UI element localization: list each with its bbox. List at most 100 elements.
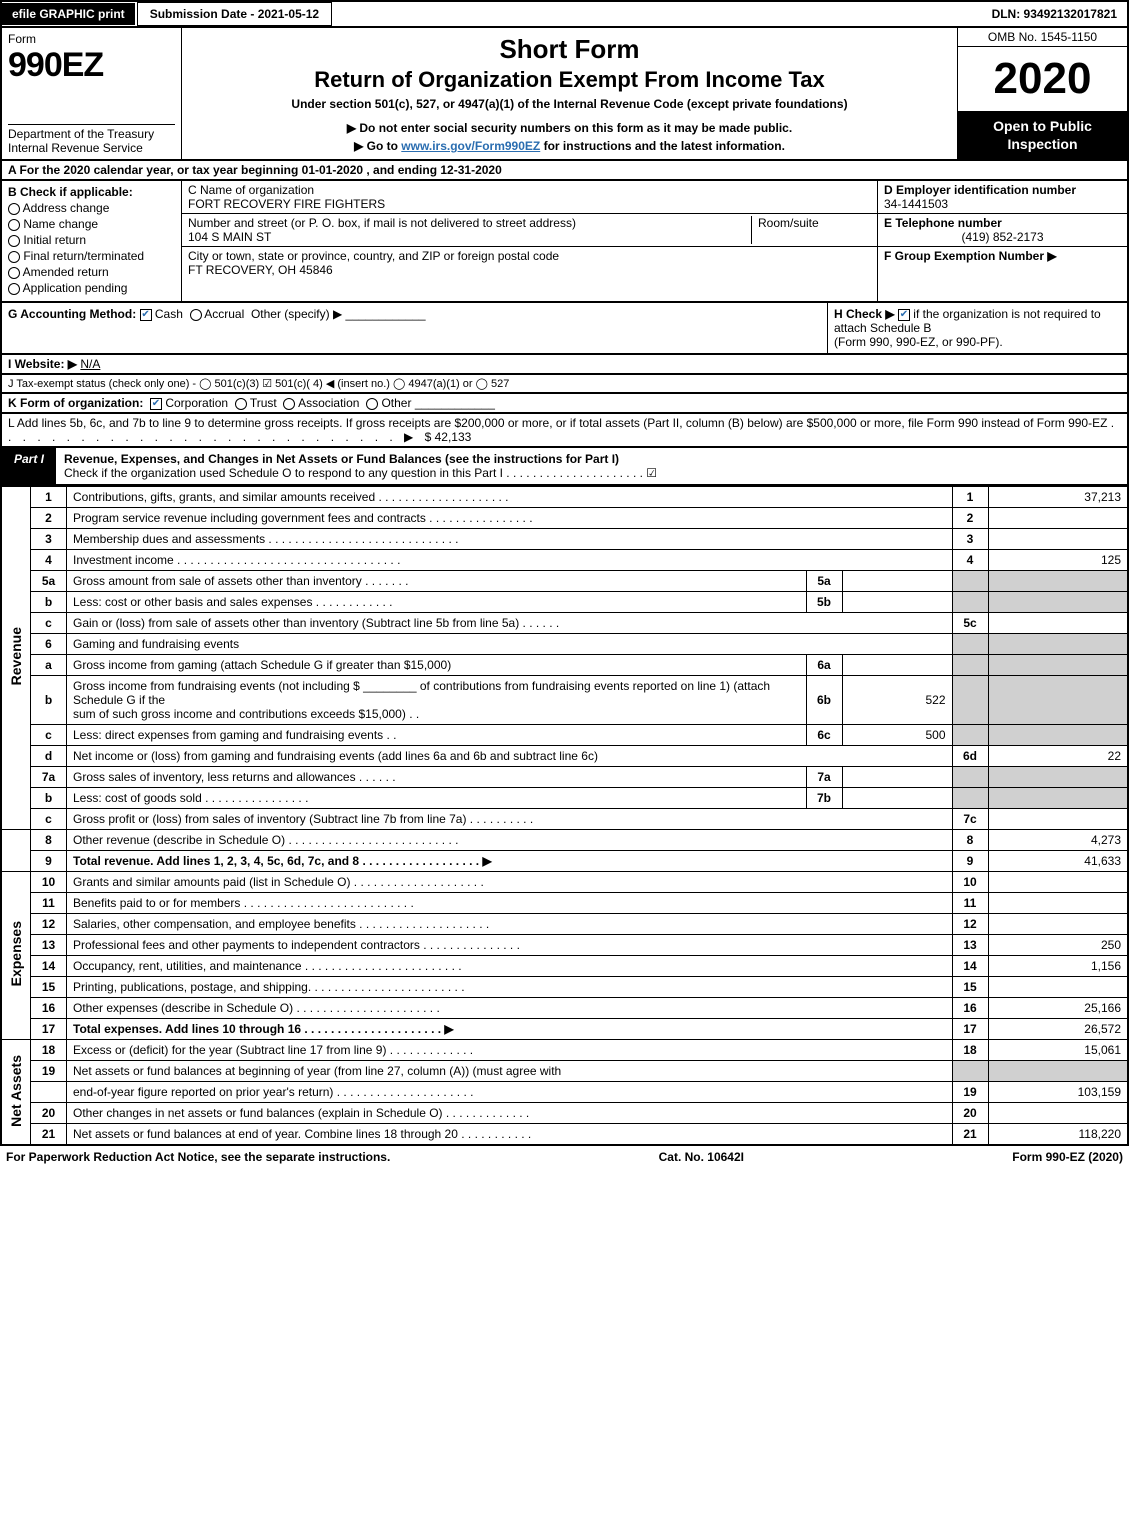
r6b-shade2 — [988, 676, 1128, 725]
e-phone-row: E Telephone number (419) 852-2173 — [878, 214, 1127, 247]
title-return: Return of Organization Exempt From Incom… — [192, 67, 947, 93]
row-15: 15 Printing, publications, postage, and … — [1, 977, 1128, 998]
cb-initial-return[interactable]: Initial return — [8, 233, 175, 247]
r18-ln: 18 — [952, 1040, 988, 1061]
r5c-desc: Gain or (loss) from sale of assets other… — [67, 613, 953, 634]
cb-final-return[interactable]: Final return/terminated — [8, 249, 175, 263]
cb-amended-return[interactable]: Amended return — [8, 265, 175, 279]
r7b-sub: 7b — [806, 788, 842, 809]
row-7c: c Gross profit or (loss) from sales of i… — [1, 809, 1128, 830]
line-j: J Tax-exempt status (check only one) - ◯… — [0, 375, 1129, 394]
note2-suffix: for instructions and the latest informat… — [544, 139, 785, 153]
row-13: 13 Professional fees and other payments … — [1, 935, 1128, 956]
header-left: Form 990EZ Department of the Treasury In… — [2, 28, 182, 159]
r5a-sub: 5a — [806, 571, 842, 592]
r2-ln: 2 — [952, 508, 988, 529]
omb-number: OMB No. 1545-1150 — [958, 28, 1127, 47]
k-label: K Form of organization: — [8, 396, 143, 410]
r8-amt: 4,273 — [988, 830, 1128, 851]
r17-num: 17 — [31, 1019, 67, 1040]
row-6c: c Less: direct expenses from gaming and … — [1, 725, 1128, 746]
h-label: H Check ▶ — [834, 307, 895, 321]
cb-cash[interactable] — [140, 309, 152, 321]
r7b-desc: Less: cost of goods sold . . . . . . . .… — [67, 788, 807, 809]
r6d-desc: Net income or (loss) from gaming and fun… — [67, 746, 953, 767]
r20-desc: Other changes in net assets or fund bala… — [67, 1103, 953, 1124]
r9-ln: 9 — [952, 851, 988, 872]
row-6a: a Gross income from gaming (attach Sched… — [1, 655, 1128, 676]
r11-desc: Benefits paid to or for members . . . . … — [67, 893, 953, 914]
part1-note: Check if the organization used Schedule … — [64, 466, 657, 480]
row-20: 20 Other changes in net assets or fund b… — [1, 1103, 1128, 1124]
row-a-tax-year: A For the 2020 calendar year, or tax yea… — [0, 161, 1129, 181]
dept-line1: Department of the Treasury — [8, 127, 175, 141]
row-11: 11 Benefits paid to or for members . . .… — [1, 893, 1128, 914]
r7b-shade2 — [988, 788, 1128, 809]
r6-shade — [952, 634, 988, 655]
accrual-label: Accrual — [204, 307, 244, 321]
r2-num: 2 — [31, 508, 67, 529]
cb-name-change[interactable]: Name change — [8, 217, 175, 231]
r6-desc: Gaming and fundraising events — [67, 634, 953, 655]
row-4: 4 Investment income . . . . . . . . . . … — [1, 550, 1128, 571]
r14-amt: 1,156 — [988, 956, 1128, 977]
cb-assoc[interactable] — [283, 398, 295, 410]
r6a-shade — [952, 655, 988, 676]
r3-desc: Membership dues and assessments . . . . … — [67, 529, 953, 550]
cb-corp[interactable] — [150, 398, 162, 410]
r16-ln: 16 — [952, 998, 988, 1019]
r2-desc: Program service revenue including govern… — [67, 508, 953, 529]
r6a-subval — [842, 655, 952, 676]
row-19b: end-of-year figure reported on prior yea… — [1, 1082, 1128, 1103]
section-c: C Name of organization FORT RECOVERY FIR… — [182, 181, 877, 301]
row-7b: b Less: cost of goods sold . . . . . . .… — [1, 788, 1128, 809]
c-name-label: C Name of organization — [188, 183, 385, 197]
cb-address-change[interactable]: Address change — [8, 201, 175, 215]
r2-amt — [988, 508, 1128, 529]
c-city: FT RECOVERY, OH 45846 — [188, 263, 559, 277]
r7a-shade — [952, 767, 988, 788]
irs-link[interactable]: www.irs.gov/Form990EZ — [401, 139, 540, 153]
r7b-subval — [842, 788, 952, 809]
form-number: 990EZ — [8, 46, 175, 85]
r4-amt: 125 — [988, 550, 1128, 571]
e-phone-label: E Telephone number — [884, 216, 1121, 230]
row-12: 12 Salaries, other compensation, and emp… — [1, 914, 1128, 935]
cb-accrual[interactable] — [190, 309, 202, 321]
r1-num: 1 — [31, 487, 67, 508]
r13-ln: 13 — [952, 935, 988, 956]
r5b-sub: 5b — [806, 592, 842, 613]
r19-amt: 103,159 — [988, 1082, 1128, 1103]
r4-num: 4 — [31, 550, 67, 571]
r5b-desc: Less: cost or other basis and sales expe… — [67, 592, 807, 613]
cb-other[interactable] — [366, 398, 378, 410]
row-9: 9 Total revenue. Add lines 1, 2, 3, 4, 5… — [1, 851, 1128, 872]
row-5b: b Less: cost or other basis and sales ex… — [1, 592, 1128, 613]
r10-num: 10 — [31, 872, 67, 893]
row-6b: b Gross income from fundraising events (… — [1, 676, 1128, 725]
row-5c: c Gain or (loss) from sale of assets oth… — [1, 613, 1128, 634]
row-1: Revenue 1 Contributions, gifts, grants, … — [1, 487, 1128, 508]
cb-app-pending[interactable]: Application pending — [8, 281, 175, 295]
r12-amt — [988, 914, 1128, 935]
r1-amt: 37,213 — [988, 487, 1128, 508]
r14-ln: 14 — [952, 956, 988, 977]
row-14: 14 Occupancy, rent, utilities, and maint… — [1, 956, 1128, 977]
r3-num: 3 — [31, 529, 67, 550]
r6d-amt: 22 — [988, 746, 1128, 767]
form-header: Form 990EZ Department of the Treasury In… — [0, 28, 1129, 161]
c-name-row: C Name of organization FORT RECOVERY FIR… — [182, 181, 877, 214]
cb-h[interactable] — [898, 309, 910, 321]
d-ein: 34-1441503 — [884, 197, 1121, 211]
r6c-num: c — [31, 725, 67, 746]
r19-shade — [952, 1061, 988, 1082]
r6c-shade — [952, 725, 988, 746]
r19-num: 19 — [31, 1061, 67, 1082]
efile-print-button[interactable]: efile GRAPHIC print — [2, 3, 137, 25]
r9-desc: Total revenue. Add lines 1, 2, 3, 4, 5c,… — [67, 851, 953, 872]
r7a-subval — [842, 767, 952, 788]
cb-trust[interactable] — [235, 398, 247, 410]
c-street-label: Number and street (or P. O. box, if mail… — [188, 216, 751, 230]
r16-desc: Other expenses (describe in Schedule O) … — [67, 998, 953, 1019]
r12-num: 12 — [31, 914, 67, 935]
